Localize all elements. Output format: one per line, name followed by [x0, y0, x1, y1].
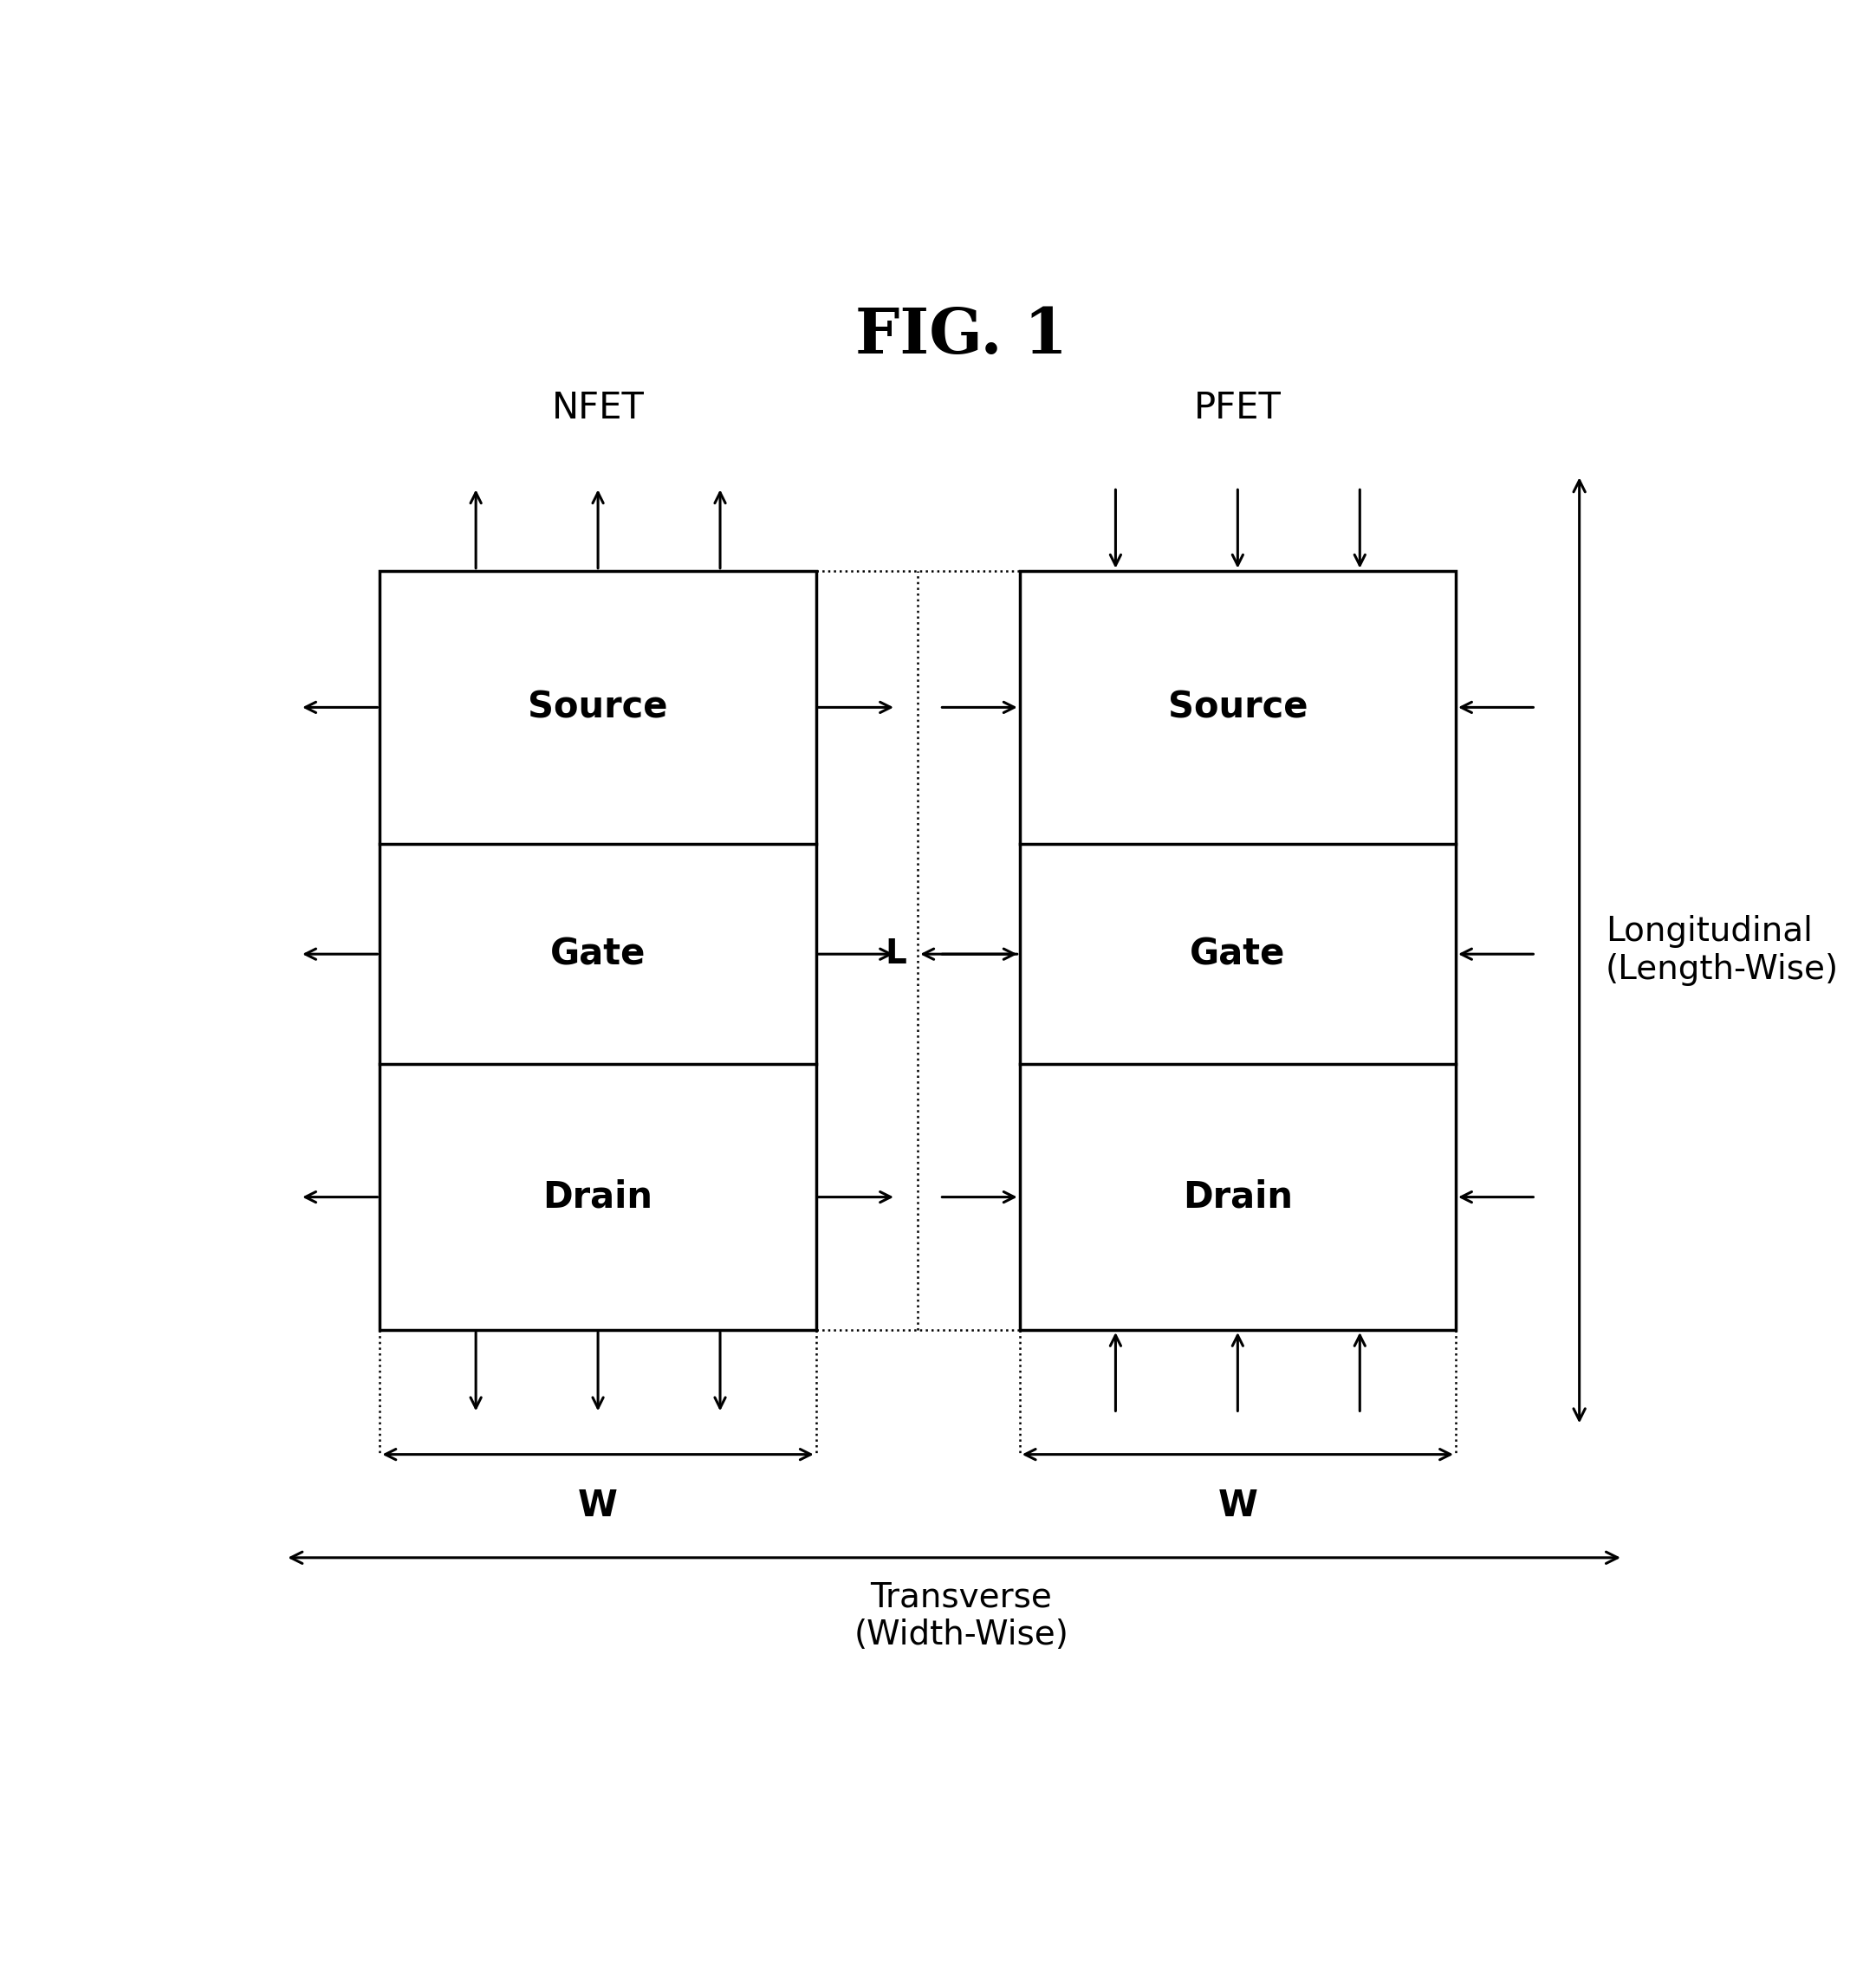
Text: PFET: PFET — [1193, 390, 1281, 426]
Text: Gate: Gate — [1189, 937, 1285, 972]
Text: Drain: Drain — [542, 1179, 653, 1215]
Text: W: W — [578, 1487, 617, 1524]
Text: FIG. 1: FIG. 1 — [855, 304, 1067, 367]
Text: L: L — [885, 937, 906, 970]
Text: Drain: Drain — [1182, 1179, 1293, 1215]
Text: Transverse
(Width-Wise): Transverse (Width-Wise) — [854, 1580, 1069, 1651]
Text: Gate: Gate — [550, 937, 645, 972]
Text: Source: Source — [1167, 688, 1308, 726]
Text: Source: Source — [527, 688, 668, 726]
Text: W: W — [1218, 1487, 1257, 1524]
Bar — [1021, 570, 1456, 1329]
Text: Longitudinal
(Length-Wise): Longitudinal (Length-Wise) — [1606, 915, 1838, 986]
Text: NFET: NFET — [552, 390, 643, 426]
Bar — [379, 570, 816, 1329]
